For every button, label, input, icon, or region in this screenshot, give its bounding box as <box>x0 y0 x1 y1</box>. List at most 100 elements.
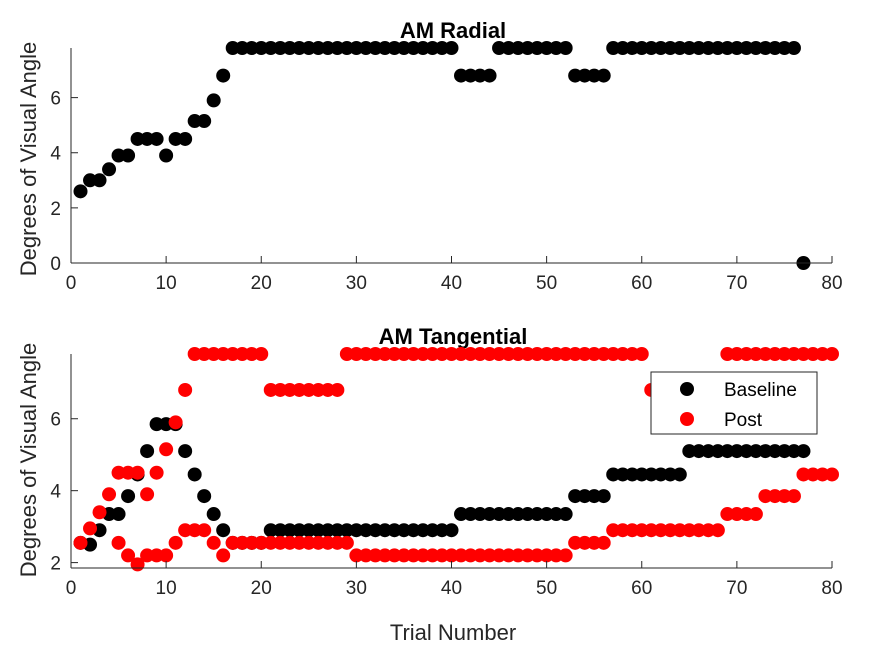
data-point <box>786 489 801 504</box>
data-point <box>149 131 164 146</box>
tangential-plot: AM Tangential Degrees of Visual Angle Tr… <box>16 324 843 645</box>
legend-box <box>650 371 818 435</box>
legend-label: Post <box>724 410 763 431</box>
radial-y-tick-label: 0 <box>50 254 61 275</box>
data-point <box>178 444 193 459</box>
data-point <box>140 487 155 502</box>
data-point <box>254 347 269 361</box>
data-point <box>197 523 212 538</box>
data-point <box>825 347 839 361</box>
data-point <box>672 467 687 482</box>
data-point <box>444 41 459 55</box>
data-point <box>83 521 98 536</box>
tangential-x-tick-label: 30 <box>346 578 367 599</box>
data-point <box>159 548 174 563</box>
legend-marker <box>680 382 694 396</box>
data-point <box>121 148 136 163</box>
data-point <box>634 347 649 361</box>
data-point <box>140 444 155 459</box>
tangential-plot-marks <box>73 347 839 572</box>
radial-plot-marks <box>73 41 811 270</box>
data-point <box>596 489 611 504</box>
tangential-plot-ylabel: Degrees of Visual Angle <box>16 343 41 577</box>
data-point <box>206 507 221 522</box>
radial-x-tick-label: 30 <box>346 273 367 294</box>
tangential-y-tick-label: 6 <box>50 410 61 431</box>
data-point <box>796 444 811 459</box>
tangential-x-tick-label: 60 <box>631 578 652 599</box>
tangential-x-tick-label: 70 <box>726 578 747 599</box>
radial-y-tick-label: 6 <box>50 89 61 110</box>
data-point <box>92 505 107 520</box>
tangential-x-tick-label: 40 <box>441 578 462 599</box>
data-point <box>216 68 231 83</box>
radial-x-tick-label: 50 <box>536 273 557 294</box>
radial-x-tick-label: 0 <box>66 273 77 294</box>
data-point <box>121 489 136 504</box>
tangential-x-tick-label: 0 <box>66 578 77 599</box>
data-point <box>130 465 145 480</box>
legend-label: Baseline <box>724 380 797 401</box>
data-point <box>111 507 126 522</box>
data-point <box>206 93 221 108</box>
radial-x-tick-label: 80 <box>821 273 842 294</box>
data-point <box>748 507 763 522</box>
data-point <box>178 131 193 146</box>
data-point <box>168 415 183 430</box>
legend: Baseline Post <box>650 371 818 435</box>
data-point <box>558 41 573 55</box>
data-point <box>159 442 174 457</box>
data-point <box>216 523 231 538</box>
data-point <box>206 535 221 550</box>
data-point <box>102 487 117 502</box>
radial-x-tick-label: 60 <box>631 273 652 294</box>
data-point <box>149 465 164 480</box>
data-point <box>558 548 573 563</box>
data-point <box>482 68 497 83</box>
radial-x-tick-label: 10 <box>156 273 177 294</box>
data-point <box>159 148 174 163</box>
radial-x-tick-label: 20 <box>251 273 272 294</box>
data-point <box>216 548 231 563</box>
legend-marker <box>680 412 694 426</box>
data-point <box>444 523 459 538</box>
tangential-x-tick-label: 20 <box>251 578 272 599</box>
data-point <box>187 467 202 482</box>
radial-x-tick-label: 40 <box>441 273 462 294</box>
data-point <box>596 68 611 83</box>
tangential-y-tick-label: 4 <box>50 482 61 503</box>
data-point <box>825 467 839 482</box>
data-point <box>197 114 212 129</box>
tangential-x-tick-label: 50 <box>536 578 557 599</box>
data-point <box>596 535 611 550</box>
data-point <box>73 535 88 550</box>
data-point <box>111 535 126 550</box>
radial-plot-ylabel: Degrees of Visual Angle <box>16 42 41 276</box>
data-point <box>73 184 88 199</box>
tangential-series-2 <box>111 467 839 572</box>
tangential-y-tick-label: 2 <box>50 554 61 575</box>
radial-plot: AM Radial Degrees of Visual Angle 0 10 20 3… <box>16 18 843 294</box>
data-point <box>92 173 107 188</box>
data-point <box>178 382 193 397</box>
tangential-plot-title: AM Tangential <box>379 324 528 349</box>
radial-y-tick-label: 4 <box>50 144 61 165</box>
tangential-plot-xlabel: Trial Number <box>390 620 516 645</box>
data-point <box>710 523 725 538</box>
data-point <box>102 162 117 177</box>
data-point <box>197 489 212 504</box>
radial-plot-title: AM Radial <box>400 18 506 43</box>
data-point <box>168 535 183 550</box>
data-point <box>330 382 345 397</box>
tangential-x-tick-label: 10 <box>156 578 177 599</box>
radial-x-tick-label: 70 <box>726 273 747 294</box>
radial-plot-axes: 0 10 20 30 40 50 60 70 80 0 2 4 6 <box>50 48 843 294</box>
data-point <box>339 535 354 550</box>
data-point <box>121 548 136 563</box>
data-point <box>786 41 801 55</box>
radial-y-tick-label: 2 <box>50 199 61 220</box>
tangential-x-tick-label: 80 <box>821 578 842 599</box>
data-point <box>558 507 573 522</box>
radial-series-0 <box>73 41 811 270</box>
